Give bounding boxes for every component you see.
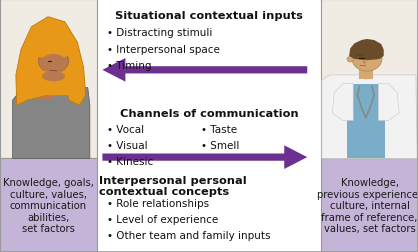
Ellipse shape [347, 57, 354, 63]
Text: • Vocal: • Vocal [107, 125, 144, 135]
Text: Knowledge, goals,
culture, values,
communication
abilities,
set factors: Knowledge, goals, culture, values, commu… [3, 177, 94, 233]
Polygon shape [378, 84, 399, 121]
Text: Interpersonal personal
contextual concepts: Interpersonal personal contextual concep… [99, 175, 247, 197]
Text: • Kinesic: • Kinesic [107, 156, 153, 167]
Bar [321, 0, 418, 159]
Ellipse shape [352, 47, 382, 72]
Bar [40, 89, 54, 101]
Bar [97, 0, 321, 252]
Ellipse shape [42, 72, 65, 82]
Bar [321, 159, 418, 252]
Text: • Interpersonal space: • Interpersonal space [107, 45, 219, 55]
Bar [0, 0, 97, 159]
Text: • Other team and family inputs: • Other team and family inputs [107, 231, 270, 241]
Text: • Timing: • Timing [107, 61, 151, 71]
Text: • Distracting stimuli: • Distracting stimuli [107, 28, 212, 38]
Polygon shape [332, 84, 353, 121]
Polygon shape [322, 76, 417, 159]
Polygon shape [27, 71, 77, 96]
Ellipse shape [40, 55, 67, 74]
Text: • Visual: • Visual [107, 141, 147, 151]
Polygon shape [13, 88, 90, 159]
Polygon shape [102, 59, 307, 82]
Polygon shape [349, 40, 384, 61]
Bar [359, 69, 373, 79]
Text: Situational contextual inputs: Situational contextual inputs [115, 11, 303, 21]
Bar [0, 159, 97, 252]
Text: Knowledge,
previous experience,
culture, internal
frame of reference,
values, se: Knowledge, previous experience, culture,… [317, 177, 418, 233]
Text: • Level of experience: • Level of experience [107, 214, 218, 224]
Ellipse shape [38, 50, 69, 74]
Text: Channels of communication: Channels of communication [120, 108, 298, 118]
Polygon shape [347, 84, 385, 159]
Polygon shape [16, 18, 86, 106]
Text: • Taste: • Taste [201, 125, 237, 135]
Polygon shape [31, 32, 73, 59]
Text: • Smell: • Smell [201, 141, 239, 151]
Polygon shape [102, 146, 307, 169]
Text: • Role relationships: • Role relationships [107, 198, 209, 208]
